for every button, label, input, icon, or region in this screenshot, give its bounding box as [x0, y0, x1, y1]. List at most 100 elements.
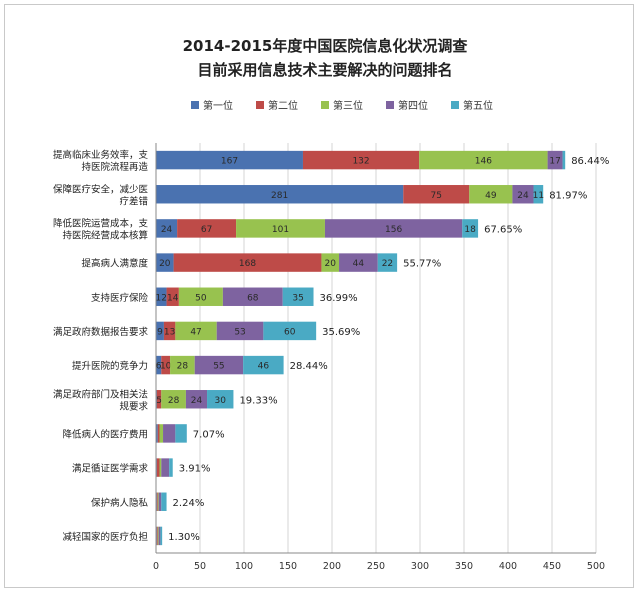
bar-5-第五位: [282, 287, 314, 306]
category-label-9: 降低病人的医疗费用: [62, 428, 148, 440]
category-label-4: 提高病人满意度: [81, 258, 148, 270]
bar-3-第三位: [236, 219, 325, 238]
percent-label-2: 81.97%: [549, 190, 587, 201]
data-label-3-第四位: 156: [385, 225, 402, 235]
percent-label-5: 36.99%: [320, 293, 358, 304]
bar-12-第五位: [160, 526, 163, 546]
percent-label-6: 35.69%: [322, 327, 360, 338]
legend-label-2: 第二位: [268, 99, 298, 112]
data-label-6-第二位: 13: [164, 327, 175, 337]
data-label-8-第四位: 24: [191, 396, 203, 406]
bar-11-第五位: [161, 492, 167, 511]
bar-4-第四位: [339, 253, 378, 272]
bar-10-第三位: [159, 458, 162, 477]
data-label-7-第一位: 6: [156, 362, 162, 372]
bar-4-第二位: [173, 253, 322, 272]
bar-1-第三位: [419, 150, 548, 170]
percent-label-7: 28.44%: [290, 361, 328, 372]
x-tick-100: 100: [235, 561, 253, 572]
legend-swatch-2: [256, 101, 264, 109]
data-label-6-第五位: 60: [284, 327, 296, 337]
category-label-7: 提升医院的竞争力: [72, 360, 148, 372]
category-label-11: 保护病人隐私: [91, 497, 149, 509]
data-label-4-第一位: 20: [159, 259, 171, 269]
bar-11-第四位: [158, 492, 162, 511]
bar-9-第五位: [175, 424, 187, 443]
data-label-5-第五位: 35: [292, 293, 303, 303]
data-label-8-第二位: 5: [156, 396, 162, 406]
category-label-3: 降低医院运营成本，支持医院经营成本核算: [53, 217, 149, 241]
data-label-2-第四位: 24: [517, 191, 529, 201]
bar-6-第五位: [263, 321, 317, 341]
category-label-10: 满足循证医学需求: [72, 463, 149, 475]
data-label-4-第三位: 20: [325, 259, 337, 269]
data-label-6-第三位: 47: [190, 327, 201, 337]
bar-3-第五位: [462, 219, 479, 238]
x-tick-150: 150: [279, 561, 297, 572]
percent-label-8: 19.33%: [239, 395, 277, 406]
chart-legend: 第一位 第二位 第三位 第四位 第五位: [191, 99, 493, 112]
data-label-6-第一位: 9: [157, 327, 163, 337]
data-label-1-第三位: 146: [475, 157, 492, 167]
x-tick-300: 300: [411, 561, 429, 572]
legend-label-4: 第四位: [398, 99, 428, 112]
data-label-7-第三位: 28: [177, 362, 189, 372]
bar-12-第二位: [156, 526, 158, 546]
bar-8-第五位: [207, 390, 234, 409]
data-label-1-第四位: 17: [549, 157, 560, 167]
data-label-8-第五位: 30: [215, 396, 227, 406]
grid-lines: [155, 143, 597, 553]
percent-label-1: 86.44%: [571, 156, 609, 167]
bar-4-第三位: [321, 253, 340, 272]
data-label-3-第二位: 67: [201, 225, 212, 235]
legend-swatch-5: [451, 101, 459, 109]
bar-3-第一位: [156, 219, 178, 238]
chart-subtitle: 目前采用信息技术主要解决的问题排名: [197, 61, 452, 79]
bar-7-第三位: [170, 355, 195, 375]
bar-7-第二位: [161, 355, 171, 375]
bar-2-第二位: [403, 185, 470, 204]
bar-8-第二位: [156, 390, 162, 409]
data-label-3-第三位: 101: [272, 225, 289, 235]
bar-8-第三位: [161, 390, 186, 409]
data-label-7-第二位: 10: [160, 362, 172, 372]
bar-11-第三位: [157, 492, 159, 511]
bar-5-第二位: [166, 287, 179, 306]
chart-title: 2014-2015年度中国医院信息化状况调查: [183, 37, 469, 55]
bars-group: 167 132 146 17 86.44%281 75 49 24 11 81.97%24 67 10…: [156, 150, 609, 546]
bar-6-第一位: [156, 321, 164, 341]
data-label-8-第三位: 28: [168, 396, 180, 406]
bar-1-第二位: [302, 150, 420, 170]
data-label-1-第二位: 132: [352, 157, 369, 167]
category-label-12: 减轻国家的医疗负担: [62, 531, 148, 543]
bar-10-第四位: [161, 458, 170, 477]
bar-11-第二位: [156, 492, 158, 511]
bar-7-第四位: [194, 355, 244, 375]
bar-6-第二位: [163, 321, 176, 341]
bar-3-第二位: [177, 219, 237, 238]
bar-1-第一位: [156, 150, 303, 170]
percent-label-10: 3.91%: [179, 464, 211, 475]
bar-5-第四位: [222, 287, 283, 306]
x-tick-400: 400: [499, 561, 517, 572]
data-label-5-第三位: 50: [195, 293, 207, 303]
chart-frame: 2014-2015年度中国医院信息化状况调查 目前采用信息技术主要解决的问题排名…: [4, 4, 634, 588]
bar-9-第四位: [163, 424, 176, 443]
bar-10-第二位: [156, 458, 160, 477]
x-tick-50: 50: [194, 561, 206, 572]
data-label-2-第五位: 11: [533, 191, 544, 201]
x-tick-350: 350: [455, 561, 473, 572]
bar-2-第五位: [533, 185, 544, 204]
bar-5-第一位: [156, 287, 167, 306]
data-label-3-第一位: 24: [161, 225, 173, 235]
stacked-bar-chart: 2014-2015年度中国医院信息化状况调查 目前采用信息技术主要解决的问题排名…: [53, 37, 609, 572]
bar-3-第四位: [324, 219, 463, 238]
x-tick-450: 450: [543, 561, 561, 572]
bar-9-第三位: [159, 424, 164, 443]
category-label-1: 提高临床业务效率，支持医院流程再造: [53, 149, 149, 173]
percent-label-3: 67.65%: [484, 224, 522, 235]
data-label-5-第四位: 68: [247, 293, 259, 303]
bar-7-第五位: [243, 355, 284, 375]
x-tick-250: 250: [367, 561, 385, 572]
data-label-7-第五位: 46: [258, 362, 270, 372]
